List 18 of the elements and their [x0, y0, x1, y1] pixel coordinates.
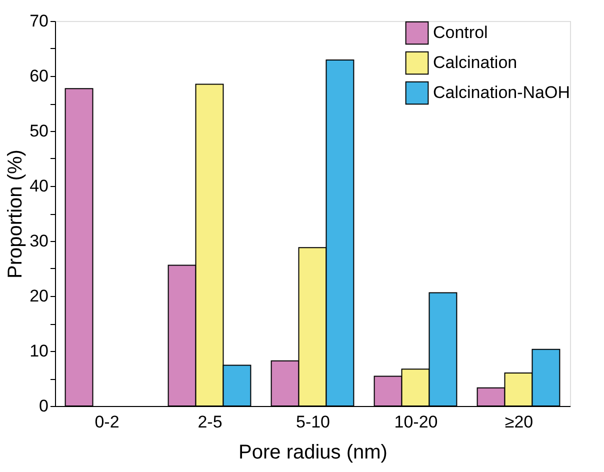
y-tick-label: 30	[30, 232, 48, 250]
legend-label: Control	[433, 23, 488, 42]
y-tick-label: 50	[30, 122, 48, 140]
x-tick-label: 5-10	[296, 412, 330, 432]
y-tick-label: 70	[30, 12, 48, 30]
x-tick-label: 2-5	[198, 412, 222, 432]
x-tick-label: 0-2	[94, 412, 120, 432]
legend-label: Calcination-NaOH	[433, 83, 570, 102]
x-tick-label: ≥20	[504, 412, 534, 432]
legend-label: Calcination	[433, 53, 518, 72]
y-tick-label: 10	[30, 342, 48, 360]
y-tick-label: 60	[30, 66, 48, 86]
x-axis-title: Pore radius (nm)	[238, 442, 388, 464]
y-tick-label: 20	[30, 286, 48, 306]
y-tick-label: 0	[39, 396, 48, 416]
y-tick-label: 40	[30, 176, 48, 196]
x-tick-label: 10-20	[394, 412, 438, 432]
y-axis-title: Proportion (%)	[4, 150, 27, 278]
